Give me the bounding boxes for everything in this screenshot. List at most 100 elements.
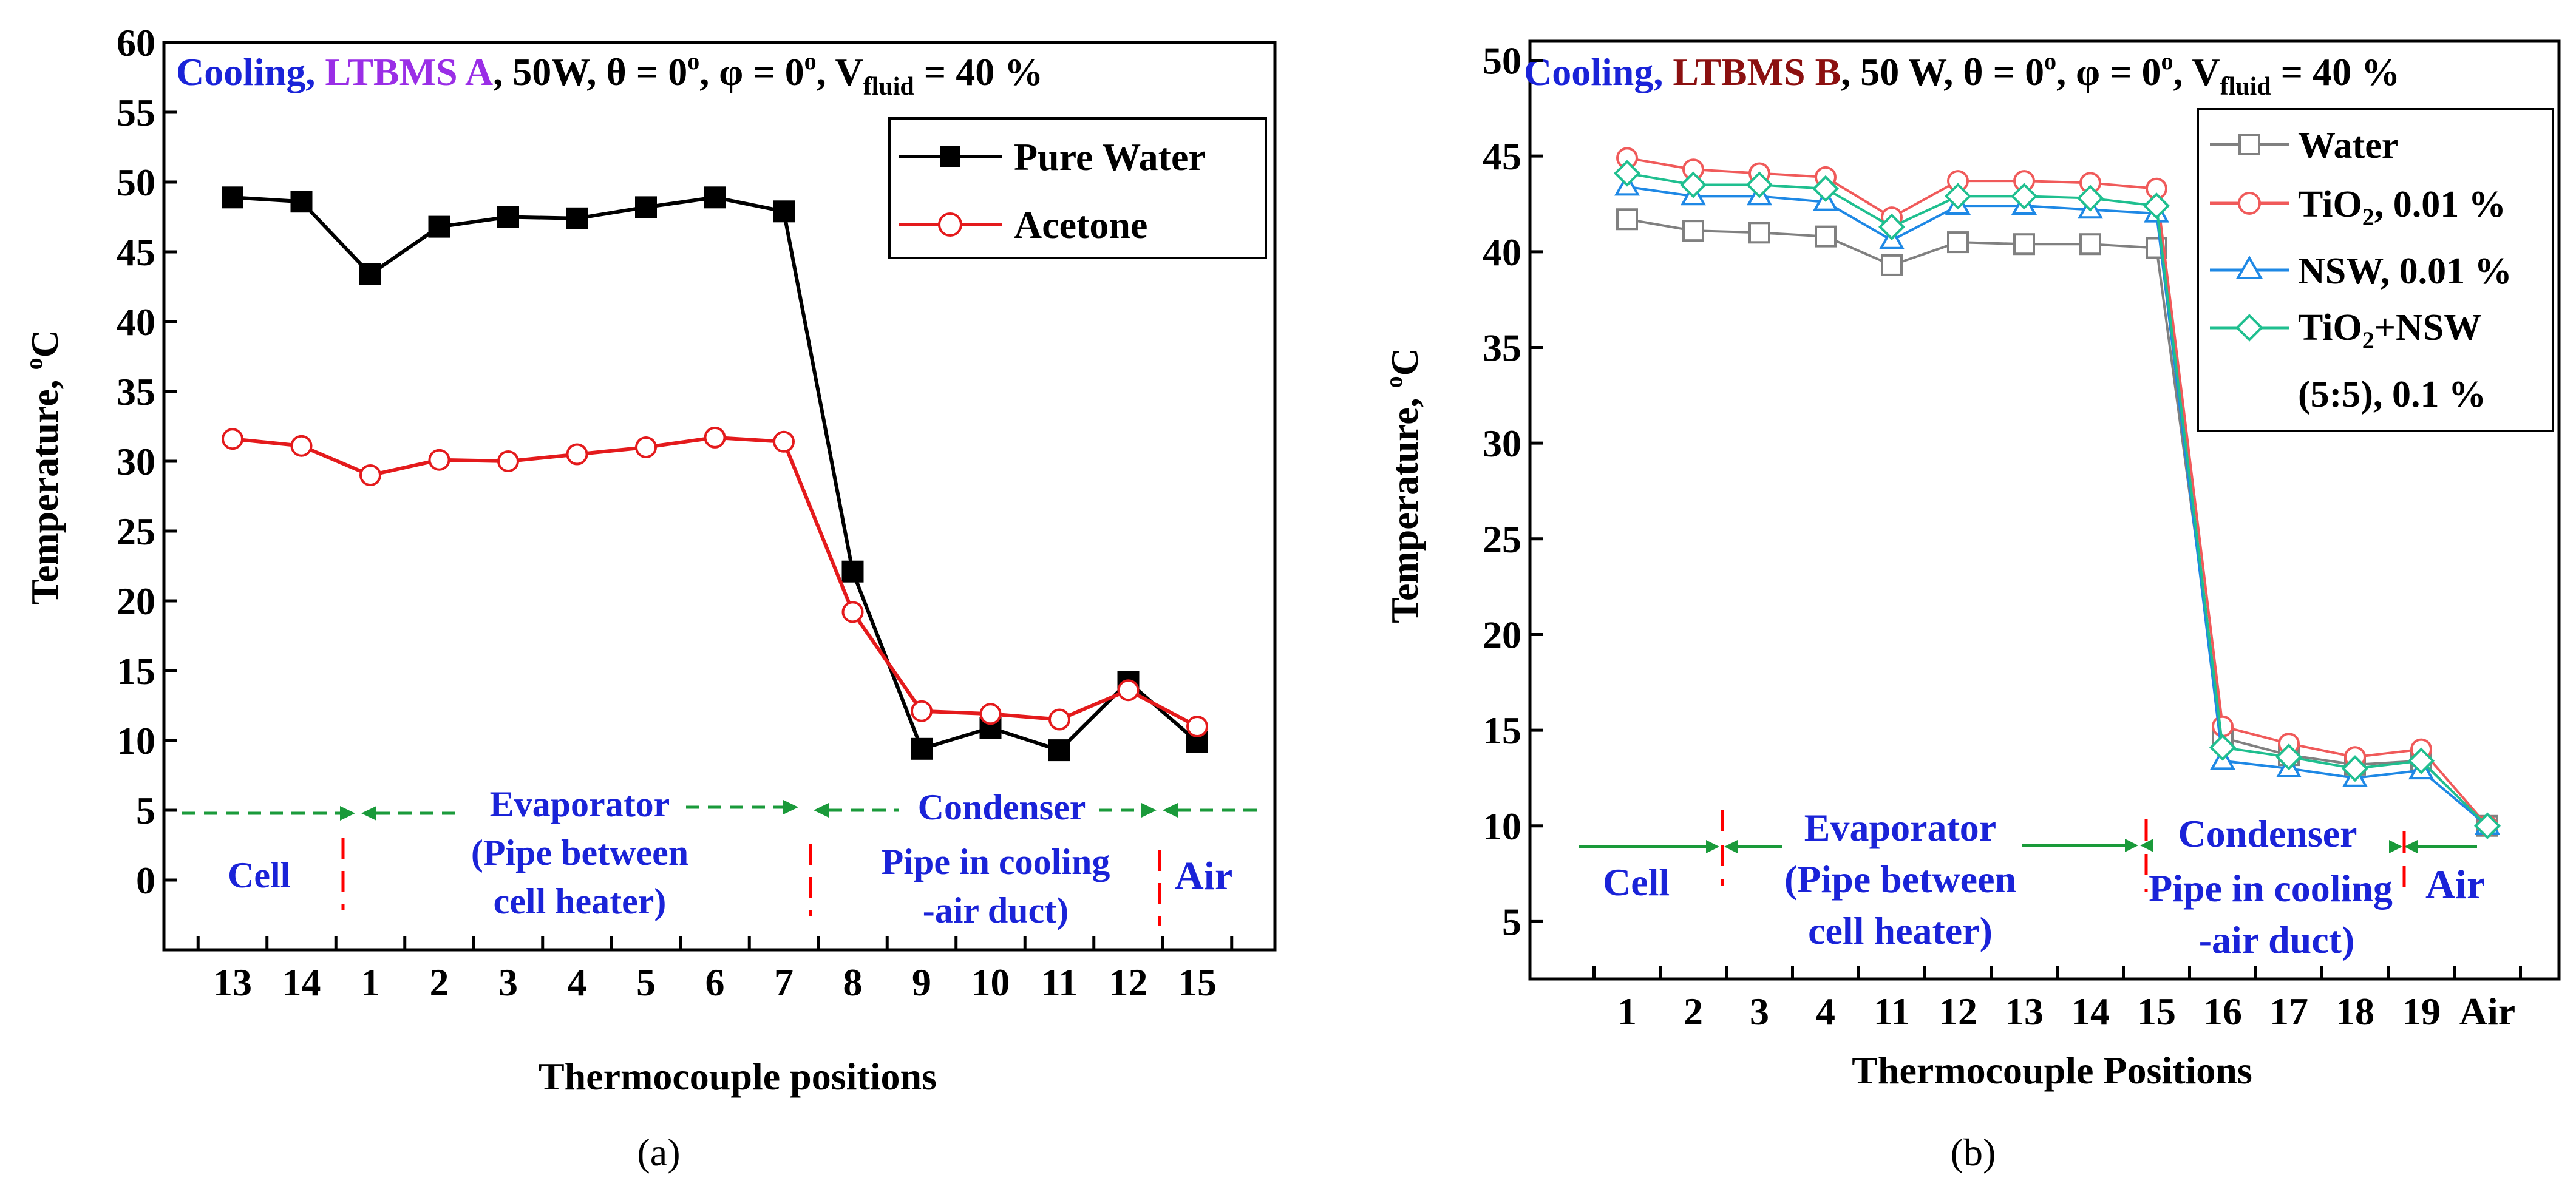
panel-b-region-air: Air	[2425, 861, 2485, 907]
panel-b-region-cell: Cell	[1603, 861, 1670, 904]
panel-b-title-v: , V	[2173, 50, 2220, 93]
data-point	[911, 737, 933, 760]
panel-a-arrowhead	[1141, 803, 1157, 818]
panel-a-series	[222, 186, 1208, 762]
data-point	[1117, 679, 1140, 702]
y-tick-label: 10	[117, 719, 155, 762]
y-tick-label: 50	[1483, 39, 1521, 83]
panel-b-ylabel-text: Temperature,	[1383, 388, 1426, 623]
data-point	[635, 196, 657, 218]
panel-a-region-cell: Cell	[228, 855, 290, 895]
data-point	[428, 449, 450, 471]
panel-b-region-condenser-line3: -air duct)	[2199, 918, 2355, 961]
panel-b-series	[1613, 147, 2501, 839]
x-tick-label: 14	[2071, 990, 2110, 1033]
series-line-0	[1626, 218, 2489, 827]
panel-a-region-condenser-line3: -air duct)	[923, 890, 1069, 930]
x-tick-label: 1	[361, 961, 380, 1004]
y-tick-label: 35	[1483, 326, 1521, 369]
y-tick-label: 30	[117, 440, 155, 483]
panel-a-title-power: , 50W, θ = 0	[493, 50, 687, 93]
panel-a-title: Cooling, LTBMS A, 50W, θ = 0o, φ = 0o, V…	[176, 47, 1043, 101]
y-tick-label: 25	[117, 510, 155, 553]
data-point	[2143, 192, 2170, 220]
x-tick-label: 4	[568, 961, 587, 1004]
panel-a-arrowhead	[814, 803, 829, 818]
data-point	[2076, 185, 2104, 212]
panel-a-region-evaporator-line3: cell heater)	[494, 881, 667, 921]
panel-a-plot-frame	[162, 41, 1277, 952]
panel-b-legend-label-nsw: NSW, 0.01 %	[2298, 251, 2512, 292]
panel-b-title-fluid: fluid	[2220, 73, 2271, 101]
panel-b-legend-marker-tio2	[2238, 192, 2261, 215]
x-tick-label: 10	[971, 961, 1010, 1004]
data-point	[2341, 755, 2369, 782]
y-tick-label: 45	[1483, 135, 1521, 178]
x-tick-label: 17	[2269, 990, 2308, 1033]
data-point	[497, 450, 519, 472]
data-point	[1947, 231, 1969, 254]
panel-b-legend-label-tio2-name: TiO	[2298, 184, 2362, 225]
panel-b-sublabel: (b)	[1951, 1131, 1996, 1174]
y-tick-label: 60	[117, 21, 155, 64]
panel-a-regions: Cell Evaporator (Pipe between cell heate…	[182, 784, 1263, 930]
data-point	[1815, 225, 1837, 248]
x-tick-label: 15	[1178, 961, 1217, 1004]
x-tick-label: 7	[774, 961, 794, 1004]
panel-a-title-sup1: o	[687, 47, 699, 75]
y-tick-label: 20	[1483, 613, 1521, 656]
x-tick-label: 6	[705, 961, 725, 1004]
y-tick-label: 40	[1483, 231, 1521, 274]
panel-b-ylabel-unit: C	[1383, 348, 1426, 376]
y-tick-label: 45	[117, 231, 155, 274]
panel-a-region-air: Air	[1175, 854, 1232, 898]
panel-a-region-evaporator-line2: (Pipe between	[471, 833, 688, 873]
panel-b-title-sup2: o	[2161, 47, 2173, 75]
data-point	[222, 186, 243, 209]
y-tick-label: 35	[117, 370, 155, 413]
y-tick-label: 5	[1502, 900, 1521, 943]
y-tick-label: 10	[1483, 805, 1521, 848]
data-point	[704, 186, 726, 209]
panel-a-region-condenser-line2: Pipe in cooling	[882, 842, 1110, 882]
data-point	[704, 426, 726, 449]
panel-a-sublabel: (a)	[637, 1131, 680, 1174]
x-tick-label: 4	[1816, 990, 1835, 1033]
panel-a-legend-label-water: Pure Water	[1014, 135, 1206, 178]
panel-b-region-condenser-line2: Pipe in cooling	[2149, 867, 2393, 910]
panel-b-legend-marker-water	[2238, 134, 2260, 155]
data-point	[1745, 171, 1773, 198]
x-tick-label: 8	[843, 961, 863, 1004]
panel-b-arrowhead	[2389, 840, 2402, 853]
y-tick-label: 55	[117, 91, 155, 134]
panel-b-regions: Cell Evaporator (Pipe between cell heate…	[1579, 806, 2485, 961]
x-tick-label: Air	[2459, 990, 2515, 1033]
data-point	[1682, 220, 1704, 242]
panel-a-title-cooling: Cooling,	[176, 50, 325, 93]
data-point	[635, 436, 657, 458]
y-tick-label: 50	[117, 161, 155, 204]
data-point	[2209, 734, 2237, 761]
panel-b-legend-label-mix-line2: (5:5), 0.1 %	[2298, 374, 2486, 415]
y-tick-label: 30	[1483, 422, 1521, 465]
panel-b-legend-marker-mix	[2235, 314, 2263, 342]
data-point	[1812, 175, 1840, 202]
data-point	[1048, 708, 1070, 731]
panel-a-arrowhead	[783, 800, 798, 814]
panel-a-title-phi: , φ = 0	[699, 50, 804, 93]
panel-b-plot-frame	[1528, 39, 2561, 981]
panel-a-legend-marker-acetone	[938, 212, 962, 237]
panel-b-legend-label-water: Water	[2298, 125, 2398, 166]
panel-a-title-v: , V	[817, 50, 863, 93]
y-tick-label: 5	[136, 789, 155, 832]
data-point	[773, 430, 795, 453]
panel-b-xlabel: Thermocouple Positions	[1852, 1049, 2252, 1092]
data-point	[497, 206, 519, 228]
panel-b-arrowhead	[2140, 839, 2153, 852]
panel-b-legend-label-mix-sub: 2	[2362, 327, 2374, 354]
data-point	[2275, 743, 2303, 771]
data-point	[2407, 747, 2435, 774]
